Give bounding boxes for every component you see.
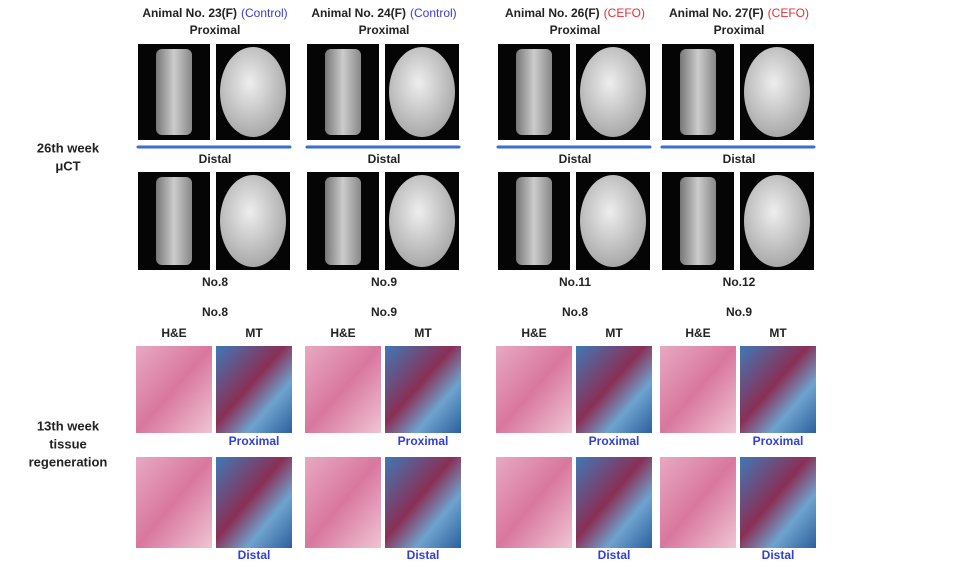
ct-distal-label: Distal	[199, 152, 232, 166]
ct-disc	[744, 175, 810, 267]
histology-image	[216, 457, 292, 548]
histo-proximal-label: Proximal	[589, 434, 640, 448]
group-label: (CEFO)	[768, 6, 809, 20]
ct-bone	[156, 177, 192, 265]
histo-number: No.9	[371, 305, 397, 319]
histo-proximal-label: Proximal	[753, 434, 804, 448]
row-label: tissue	[49, 436, 87, 451]
histology-image	[496, 346, 572, 433]
histo-number: No.8	[562, 305, 588, 319]
histo-number: No.8	[202, 305, 228, 319]
ct-bone	[325, 177, 361, 265]
ct-proximal-label: Proximal	[359, 23, 410, 37]
histo-number: No.9	[726, 305, 752, 319]
ct-bone	[516, 49, 552, 135]
animal-label: Animal No. 24(F)	[311, 6, 406, 20]
histology-image	[496, 457, 572, 548]
stain-label: H&E	[330, 326, 355, 340]
ct-proximal-label: Proximal	[714, 23, 765, 37]
stain-label: H&E	[521, 326, 546, 340]
histo-distal-label: Distal	[762, 548, 795, 562]
ct-bone	[325, 49, 361, 135]
ct-disc	[580, 47, 646, 137]
histology-image	[576, 457, 652, 548]
histology-image	[576, 346, 652, 433]
row-label: regeneration	[29, 454, 108, 469]
histo-proximal-label: Proximal	[229, 434, 280, 448]
group-label: (CEFO)	[604, 6, 645, 20]
ct-bone	[516, 177, 552, 265]
group-label: (Control)	[241, 6, 288, 20]
animal-label: Animal No. 26(F)	[505, 6, 600, 20]
row-label: 13th week	[37, 418, 100, 433]
histology-image	[216, 346, 292, 433]
ct-disc	[220, 47, 286, 137]
histology-image	[136, 457, 212, 548]
stain-label: MT	[605, 326, 623, 340]
ct-number: No.9	[371, 275, 397, 289]
ct-distal-label: Distal	[723, 152, 756, 166]
histology-image	[660, 346, 736, 433]
histology-image	[660, 457, 736, 548]
ct-disc	[220, 175, 286, 267]
histology-image	[385, 346, 461, 433]
column-header: Animal No. 27(F) (CEFO)	[669, 6, 809, 20]
histology-image	[740, 346, 816, 433]
ct-disc	[744, 47, 810, 137]
stain-label: H&E	[685, 326, 710, 340]
animal-label: Animal No. 23(F)	[142, 6, 237, 20]
ct-disc	[389, 175, 455, 267]
row-label: μCT	[55, 158, 80, 173]
ct-number: No.8	[202, 275, 228, 289]
ct-disc	[580, 175, 646, 267]
stain-label: H&E	[161, 326, 186, 340]
histology-image	[305, 346, 381, 433]
ct-proximal-label: Proximal	[190, 23, 241, 37]
ct-bone	[680, 177, 716, 265]
histology-image	[385, 457, 461, 548]
stain-label: MT	[769, 326, 787, 340]
ct-distal-label: Distal	[368, 152, 401, 166]
ct-proximal-label: Proximal	[550, 23, 601, 37]
histo-distal-label: Distal	[238, 548, 271, 562]
histo-proximal-label: Proximal	[398, 434, 449, 448]
ct-disc	[389, 47, 455, 137]
histology-image	[740, 457, 816, 548]
ct-number: No.11	[559, 275, 591, 289]
group-label: (Control)	[410, 6, 457, 20]
row-label: 26th week	[37, 140, 100, 155]
histology-image	[305, 457, 381, 548]
column-header: Animal No. 24(F) (Control)	[311, 6, 456, 20]
histology-image	[136, 346, 212, 433]
histo-distal-label: Distal	[598, 548, 631, 562]
ct-bone	[680, 49, 716, 135]
ct-number: No.12	[723, 275, 756, 289]
column-header: Animal No. 26(F) (CEFO)	[505, 6, 645, 20]
ct-bone	[156, 49, 192, 135]
column-header: Animal No. 23(F) (Control)	[142, 6, 287, 20]
stain-label: MT	[414, 326, 432, 340]
histo-distal-label: Distal	[407, 548, 440, 562]
ct-distal-label: Distal	[559, 152, 592, 166]
stain-label: MT	[245, 326, 263, 340]
animal-label: Animal No. 27(F)	[669, 6, 764, 20]
